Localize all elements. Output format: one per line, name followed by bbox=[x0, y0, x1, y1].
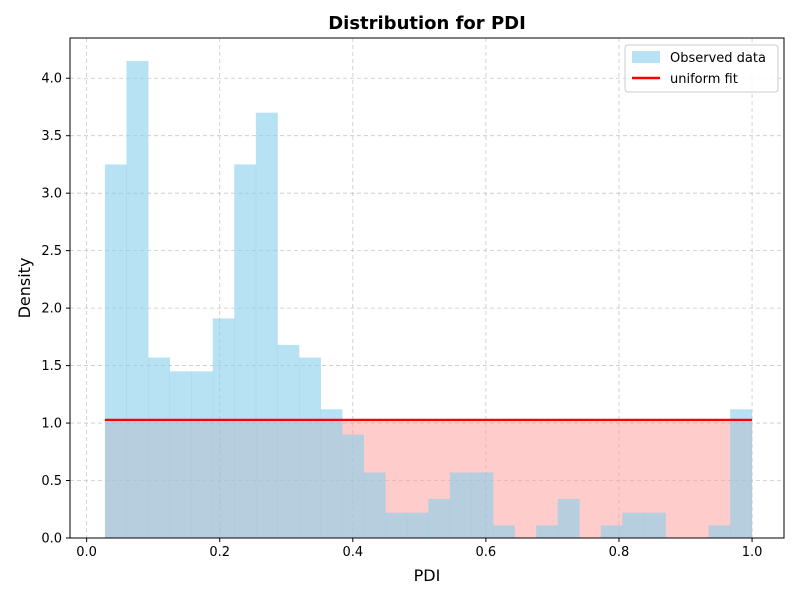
legend-label-fit: uniform fit bbox=[670, 72, 738, 87]
x-tick-label: 0.2 bbox=[209, 545, 230, 560]
histogram-bar bbox=[104, 164, 127, 539]
histogram-bar bbox=[600, 525, 623, 538]
legend-swatch-observed bbox=[632, 51, 660, 63]
histogram-bar bbox=[191, 371, 214, 538]
legend-label-observed: Observed data bbox=[670, 51, 766, 66]
histogram-bar bbox=[471, 472, 494, 538]
y-tick-label: 0.0 bbox=[41, 532, 62, 547]
y-axis-ticks: 0.0 0.5 1.0 1.5 2.0 2.5 3.0 3.5 4.0 bbox=[41, 72, 70, 547]
legend-box bbox=[624, 44, 779, 93]
histogram-bar bbox=[148, 357, 171, 538]
x-axis-ticks: 0.0 0.2 0.4 0.6 0.8 1.0 bbox=[76, 538, 762, 560]
histogram-bar bbox=[126, 60, 149, 539]
histogram-bar bbox=[342, 434, 365, 538]
histogram-bar bbox=[493, 525, 515, 538]
x-tick-label: 1.0 bbox=[742, 545, 763, 560]
y-tick-label: 3.0 bbox=[41, 187, 62, 202]
x-tick-label: 0.0 bbox=[76, 545, 97, 560]
histogram-bar bbox=[298, 357, 321, 538]
histogram-bar bbox=[385, 512, 408, 538]
x-tick-label: 0.4 bbox=[342, 545, 363, 560]
histogram-bar bbox=[557, 498, 580, 538]
legend: Observed data uniform fit bbox=[624, 44, 779, 93]
histogram-bar bbox=[169, 371, 192, 538]
histogram-bar bbox=[708, 525, 731, 538]
y-tick-label: 2.5 bbox=[41, 244, 62, 259]
y-tick-label: 4.0 bbox=[41, 72, 62, 87]
histogram-bar bbox=[234, 164, 257, 539]
y-tick-label: 0.5 bbox=[41, 474, 62, 489]
histogram-bars bbox=[104, 60, 753, 539]
y-tick-label: 1.0 bbox=[41, 417, 62, 432]
histogram-bar bbox=[255, 112, 278, 538]
chart-title: Distribution for PDI bbox=[328, 13, 526, 34]
histogram-bar bbox=[212, 318, 235, 538]
histogram-bar bbox=[277, 344, 300, 538]
y-axis-title: Density bbox=[15, 258, 34, 319]
x-tick-label: 0.8 bbox=[609, 545, 630, 560]
y-tick-label: 3.5 bbox=[41, 129, 62, 144]
histogram-bar bbox=[406, 512, 429, 538]
x-axis-title: PDI bbox=[414, 566, 441, 585]
histogram-bar bbox=[536, 525, 559, 538]
histogram-bar bbox=[730, 409, 753, 538]
histogram-bar bbox=[622, 512, 645, 538]
histogram-bar bbox=[363, 472, 386, 538]
y-tick-label: 1.5 bbox=[41, 359, 62, 374]
histogram-bar bbox=[428, 498, 451, 538]
histogram-bar bbox=[320, 409, 343, 538]
plot-area-frame bbox=[69, 37, 785, 539]
x-tick-label: 0.6 bbox=[476, 545, 497, 560]
histogram-bar bbox=[643, 512, 666, 538]
y-tick-label: 2.0 bbox=[41, 302, 62, 317]
histogram-bar bbox=[449, 472, 472, 538]
